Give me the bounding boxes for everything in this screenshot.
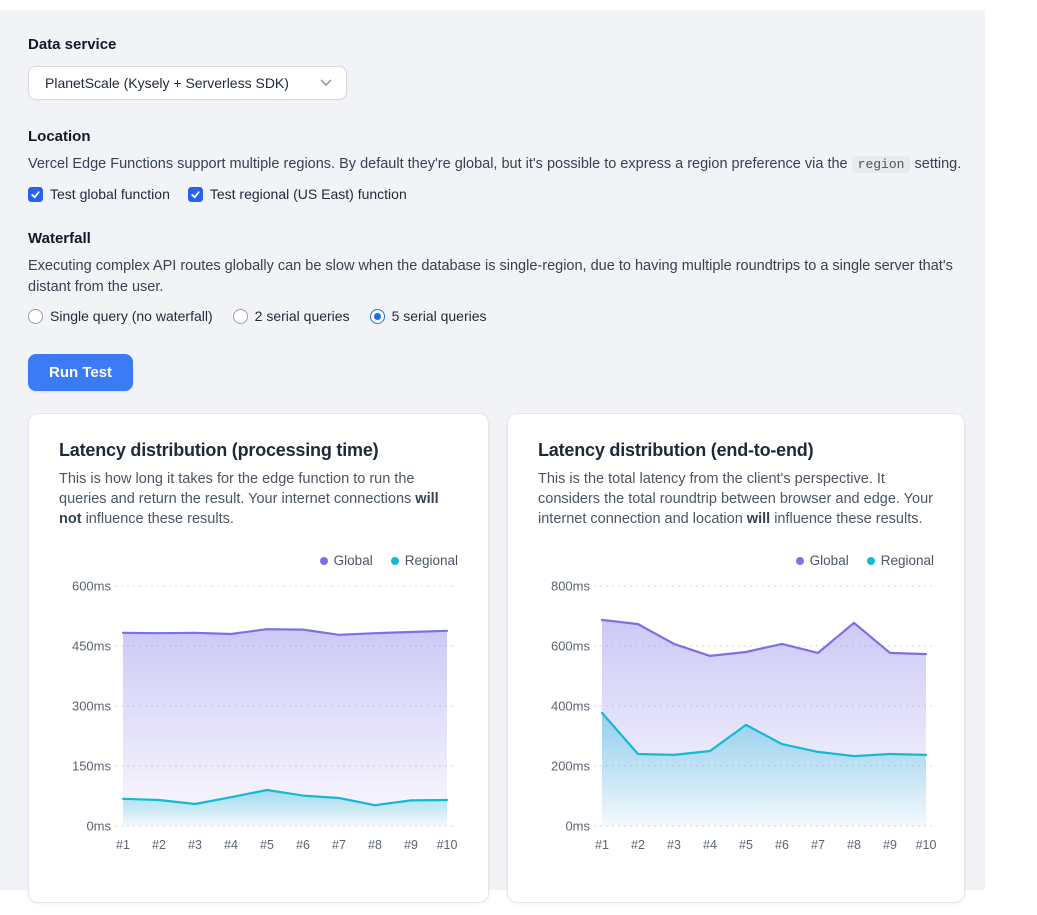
end-to-end-card: Latency distribution (end-to-end) This i… <box>507 413 965 903</box>
legend-item-regional: Regional <box>390 553 458 568</box>
svg-text:#3: #3 <box>188 838 202 852</box>
svg-text:#5: #5 <box>260 838 274 852</box>
svg-text:0ms: 0ms <box>86 819 111 834</box>
charts-row: Latency distribution (processing time) T… <box>28 413 965 903</box>
legend-label: Regional <box>880 553 934 568</box>
chart-title-end-to-end: Latency distribution (end-to-end) <box>538 440 814 460</box>
chart-legend: Global Regional <box>538 553 934 568</box>
svg-text:600ms: 600ms <box>72 579 112 594</box>
legend-item-regional: Regional <box>866 553 934 568</box>
svg-text:#4: #4 <box>224 838 238 852</box>
radio-single-query[interactable]: Single query (no waterfall) <box>28 308 213 324</box>
svg-text:#9: #9 <box>883 838 897 852</box>
svg-text:#2: #2 <box>152 838 166 852</box>
svg-text:#1: #1 <box>595 838 609 852</box>
data-service-selected-value: PlanetScale (Kysely + Serverless SDK) <box>45 75 289 91</box>
svg-text:150ms: 150ms <box>72 759 112 774</box>
data-service-select[interactable]: PlanetScale (Kysely + Serverless SDK) <box>28 66 347 100</box>
radio-circle[interactable] <box>28 308 43 324</box>
legend-label: Global <box>333 553 373 568</box>
svg-text:#8: #8 <box>368 838 382 852</box>
waterfall-heading: Waterfall <box>28 230 91 247</box>
legend-item-global: Global <box>319 553 373 568</box>
svg-text:#6: #6 <box>296 838 310 852</box>
svg-text:#6: #6 <box>775 838 789 852</box>
location-description-text: Vercel Edge Functions support multiple r… <box>28 156 848 172</box>
legend-label: Global <box>809 553 849 568</box>
svg-text:#9: #9 <box>404 838 418 852</box>
svg-text:400ms: 400ms <box>551 699 591 714</box>
chart-legend: Global Regional <box>59 553 458 568</box>
checkbox-test-global-function[interactable]: Test global function <box>28 186 170 202</box>
svg-text:600ms: 600ms <box>551 639 591 654</box>
settings-panel: Data service PlanetScale (Kysely + Serve… <box>0 10 985 903</box>
location-description-suffix: setting. <box>914 156 962 172</box>
svg-text:300ms: 300ms <box>72 699 112 714</box>
location-checkbox-group: Test global function Test regional (US E… <box>28 186 965 202</box>
checkbox-box[interactable] <box>187 186 203 202</box>
latency-area-chart-processing: 0ms 150ms 300ms 450ms 600ms #1 #2 #3 #4 #5 #6 #7 #8 #… <box>59 574 458 860</box>
svg-text:200ms: 200ms <box>551 759 591 774</box>
svg-text:#3: #3 <box>667 838 681 852</box>
processing-time-card: Latency distribution (processing time) T… <box>28 413 489 903</box>
radio-5-serial-queries[interactable]: 5 serial queries <box>369 308 487 324</box>
svg-text:#10: #10 <box>437 838 458 852</box>
legend-dot-regional <box>390 556 399 565</box>
run-test-button[interactable]: Run Test <box>28 354 134 391</box>
svg-text:#2: #2 <box>631 838 645 852</box>
radio-label: 2 serial queries <box>254 308 350 324</box>
waterfall-description: Executing complex API routes globally ca… <box>28 258 953 295</box>
svg-text:#10: #10 <box>916 838 937 852</box>
legend-item-global: Global <box>795 553 849 568</box>
region-code-chip: region <box>851 156 911 173</box>
legend-dot-regional <box>866 556 875 565</box>
legend-dot-global <box>319 556 328 565</box>
chart-description-text: This is the total latency from the clien… <box>538 471 933 527</box>
radio-label: Single query (no waterfall) <box>50 308 213 324</box>
data-service-heading: Data service <box>28 36 117 53</box>
chart-description-bold: will not <box>59 491 439 527</box>
checkbox-test-regional-function[interactable]: Test regional (US East) function <box>187 186 407 202</box>
svg-text:450ms: 450ms <box>72 639 112 654</box>
svg-text:#8: #8 <box>847 838 861 852</box>
checkbox-label: Test regional (US East) function <box>209 186 407 202</box>
waterfall-radio-group: Single query (no waterfall) 2 serial que… <box>28 308 965 324</box>
chart-description-suffix: influence these results. <box>81 511 234 527</box>
svg-text:#7: #7 <box>811 838 825 852</box>
chart-title-processing-time: Latency distribution (processing time) <box>59 440 379 460</box>
legend-dot-global <box>795 556 804 565</box>
chart-description: This is how long it takes for the edge f… <box>59 469 458 529</box>
svg-text:#1: #1 <box>116 838 130 852</box>
checkbox-box[interactable] <box>28 186 43 202</box>
chevron-down-icon <box>320 79 332 87</box>
chart-description: This is the total latency from the clien… <box>538 469 934 529</box>
chart-description-bold: will <box>746 511 771 527</box>
location-heading: Location <box>28 128 91 145</box>
svg-text:#4: #4 <box>703 838 717 852</box>
checkbox-label: Test global function <box>50 186 170 202</box>
chart-description-text: This is how long it takes for the edge f… <box>59 471 416 507</box>
radio-circle[interactable] <box>232 308 248 324</box>
location-description: Vercel Edge Functions support multiple r… <box>28 154 965 175</box>
svg-text:800ms: 800ms <box>551 579 591 594</box>
legend-label: Regional <box>404 553 458 568</box>
radio-label: 5 serial queries <box>391 308 487 324</box>
radio-circle[interactable] <box>369 308 385 324</box>
latency-area-chart-end-to-end: 0ms 200ms 400ms 600ms 800ms #1 #2 #3 #4 #5 #6 #7 #8 #… <box>538 574 937 860</box>
chart-description-suffix: influence these results. <box>770 511 923 527</box>
svg-text:#5: #5 <box>739 838 753 852</box>
svg-text:0ms: 0ms <box>565 819 590 834</box>
radio-2-serial-queries[interactable]: 2 serial queries <box>232 308 350 324</box>
svg-text:#7: #7 <box>332 838 346 852</box>
